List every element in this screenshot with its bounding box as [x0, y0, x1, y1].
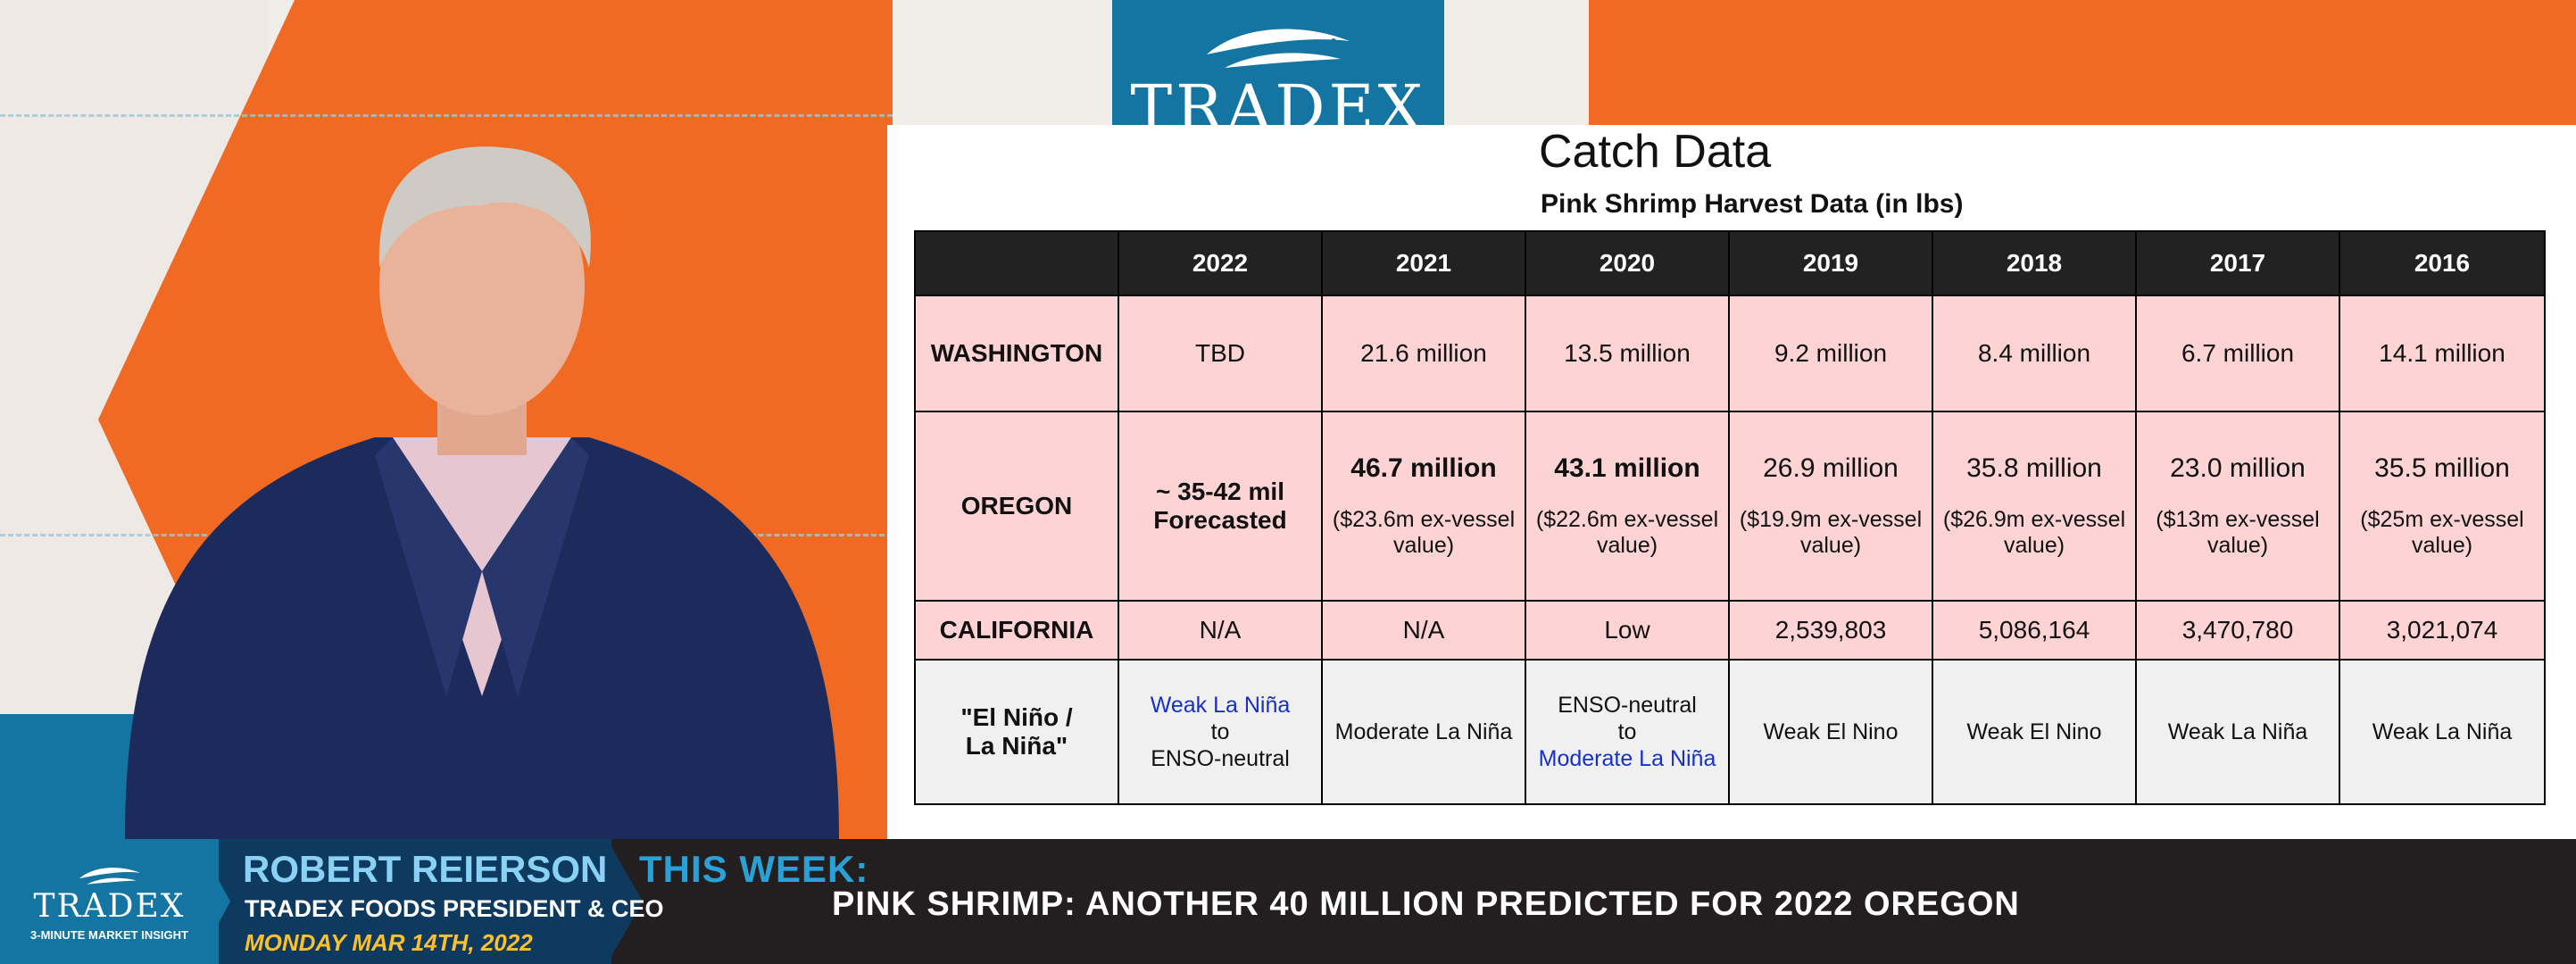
enso-value: Moderate La Niña	[1538, 746, 1716, 771]
table-cell: 8.4 million	[1932, 295, 2137, 412]
table-cell: 43.1 million ($22.6m ex-vessel value)	[1525, 411, 1730, 602]
enso-value: Weak La Niña	[2135, 659, 2340, 805]
table-row-oregon: OREGON ~ 35-42 mil Forecasted 46.7 milli…	[914, 411, 2546, 602]
table-cell: 23.0 million ($13m ex-vessel value)	[2135, 411, 2340, 602]
table-row-california: CALIFORNIA N/A N/A Low 2,539,803 5,086,1…	[914, 600, 2546, 661]
header-cell: 2021	[1321, 230, 1526, 296]
cell-main: 26.9 million	[1763, 453, 1899, 484]
cell-main: 35.8 million	[1966, 453, 2102, 484]
header-cell	[914, 230, 1119, 296]
dashed-line	[0, 114, 893, 117]
cell-main: 46.7 million	[1350, 453, 1497, 484]
headline: PINK SHRIMP: ANOTHER 40 MILLION PREDICTE…	[832, 885, 2020, 923]
background-orange-top-right	[1589, 0, 2576, 125]
table-cell: N/A	[1118, 600, 1323, 661]
lower-third-logo: TRADEX 3-MINUTE MARKET INSIGHT	[0, 839, 219, 964]
enso-value: Weak La Niña	[2339, 659, 2546, 805]
table-cell-forecast: ~ 35-42 mil Forecasted	[1118, 411, 1323, 602]
enso-value: Weak El Nino	[1728, 659, 1933, 805]
table-cell: 2,539,803	[1728, 600, 1933, 661]
logo-wordmark: TRADEX	[33, 888, 186, 925]
table-cell: N/A	[1321, 600, 1526, 661]
forecast-range: ~ 35-42 mil	[1156, 478, 1284, 505]
header-cell: 2017	[2135, 230, 2340, 296]
row-label: OREGON	[914, 411, 1119, 602]
table-cell: ENSO-neutral to Moderate La Niña	[1525, 659, 1730, 805]
table-row-enso: "El Niño / La Niña" Weak La Niña to ENSO…	[914, 659, 2546, 805]
enso-value: to	[1210, 719, 1230, 744]
table-cell: Weak La Niña to ENSO-neutral	[1118, 659, 1323, 805]
row-label: CALIFORNIA	[914, 600, 1119, 661]
header-cell: 2020	[1525, 230, 1730, 296]
header-cell: 2022	[1118, 230, 1323, 296]
this-week-label: THIS WEEK:	[639, 848, 869, 890]
fish-wave-icon	[79, 868, 140, 885]
enso-value: to	[1617, 719, 1637, 744]
table-cell: Low	[1525, 600, 1730, 661]
table-cell: 35.5 million ($25m ex-vessel value)	[2339, 411, 2546, 602]
table-cell: 3,021,074	[2339, 600, 2546, 661]
header-cell: 2016	[2339, 230, 2546, 296]
cell-sub: ($23.6m ex-vessel value)	[1332, 507, 1516, 558]
enso-value: Weak La Niña	[1150, 693, 1291, 718]
catch-data-table: 2022 2021 2020 2019 2018 2017 2016 WASHI…	[914, 230, 2546, 805]
table-cell: 35.8 million ($26.9m ex-vessel value)	[1932, 411, 2137, 602]
row-label: WASHINGTON	[914, 295, 1119, 412]
header-cell: 2019	[1728, 230, 1933, 296]
cell-sub: ($26.9m ex-vessel value)	[1942, 507, 2126, 558]
broadcast-date: MONDAY MAR 14TH, 2022	[245, 929, 533, 956]
cell-sub: ($25m ex-vessel value)	[2360, 507, 2524, 558]
table-cell: 6.7 million	[2135, 295, 2340, 412]
page-subtitle: Pink Shrimp Harvest Data (in lbs)	[1541, 189, 1964, 219]
table-cell: 3,470,780	[2135, 600, 2340, 661]
table-row-washington: WASHINGTON TBD 21.6 million 13.5 million…	[914, 295, 2546, 412]
cell-sub: ($19.9m ex-vessel value)	[1739, 507, 1923, 558]
table-cell: 26.9 million ($19.9m ex-vessel value)	[1728, 411, 1933, 602]
table-cell: 21.6 million	[1321, 295, 1526, 412]
cell-sub: ($13m ex-vessel value)	[2156, 507, 2320, 558]
presenter-role: TRADEX FOODS PRESIDENT & CEO	[245, 895, 664, 922]
presenter-name: ROBERT REIERSON	[243, 848, 608, 890]
table-cell: 5,086,164	[1932, 600, 2137, 661]
enso-label-line: La Niña"	[965, 732, 1068, 760]
cell-main: 23.0 million	[2170, 453, 2306, 484]
enso-value: Weak El Nino	[1932, 659, 2137, 805]
table-cell: 46.7 million ($23.6m ex-vessel value)	[1321, 411, 1526, 602]
logo-tagline: 3-MINUTE MARKET INSIGHT	[30, 928, 188, 942]
forecast-label: Forecasted	[1153, 506, 1287, 534]
cell-main: 43.1 million	[1554, 453, 1700, 484]
table-cell: TBD	[1118, 295, 1323, 412]
enso-value: ENSO-neutral	[1558, 693, 1697, 718]
cell-main: 35.5 million	[2374, 453, 2510, 484]
table-cell: 14.1 million	[2339, 295, 2546, 412]
presenter-figure	[125, 146, 839, 839]
header-cell: 2018	[1932, 230, 2137, 296]
page-title: Catch Data	[1539, 126, 1772, 178]
fish-wave-icon	[1207, 29, 1350, 68]
row-label: "El Niño / La Niña"	[914, 659, 1119, 805]
enso-value: ENSO-neutral	[1151, 746, 1290, 771]
table-header-row: 2022 2021 2020 2019 2018 2017 2016	[914, 230, 2546, 296]
name-box	[219, 839, 611, 964]
enso-label-line: "El Niño /	[960, 703, 1073, 731]
enso-value: Moderate La Niña	[1321, 659, 1526, 805]
table-cell: 13.5 million	[1525, 295, 1730, 412]
table-cell: 9.2 million	[1728, 295, 1933, 412]
cell-sub: ($22.6m ex-vessel value)	[1535, 507, 1719, 558]
